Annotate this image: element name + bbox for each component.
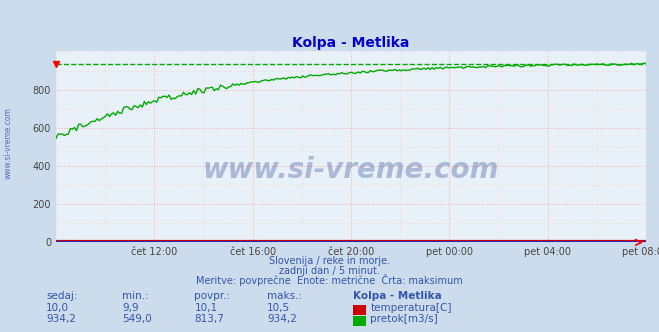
Text: www.si-vreme.com: www.si-vreme.com — [4, 107, 13, 179]
Text: maks.:: maks.: — [267, 291, 302, 301]
Text: Slovenija / reke in morje.: Slovenija / reke in morje. — [269, 256, 390, 266]
Text: 549,0: 549,0 — [122, 314, 152, 324]
Text: 813,7: 813,7 — [194, 314, 224, 324]
Text: 10,5: 10,5 — [267, 303, 290, 313]
Text: 934,2: 934,2 — [46, 314, 76, 324]
Title: Kolpa - Metlika: Kolpa - Metlika — [292, 36, 410, 50]
Text: 9,9: 9,9 — [122, 303, 138, 313]
Text: Meritve: povprečne  Enote: metrične  Črta: maksimum: Meritve: povprečne Enote: metrične Črta:… — [196, 274, 463, 286]
Text: www.si-vreme.com: www.si-vreme.com — [203, 156, 499, 184]
Text: 10,0: 10,0 — [46, 303, 69, 313]
Text: 934,2: 934,2 — [267, 314, 297, 324]
Text: min.:: min.: — [122, 291, 149, 301]
Text: pretok[m3/s]: pretok[m3/s] — [370, 314, 438, 324]
Text: temperatura[C]: temperatura[C] — [370, 303, 452, 313]
Text: povpr.:: povpr.: — [194, 291, 231, 301]
Text: zadnji dan / 5 minut.: zadnji dan / 5 minut. — [279, 266, 380, 276]
Text: 10,1: 10,1 — [194, 303, 217, 313]
Text: sedaj:: sedaj: — [46, 291, 78, 301]
Text: Kolpa - Metlika: Kolpa - Metlika — [353, 291, 442, 301]
